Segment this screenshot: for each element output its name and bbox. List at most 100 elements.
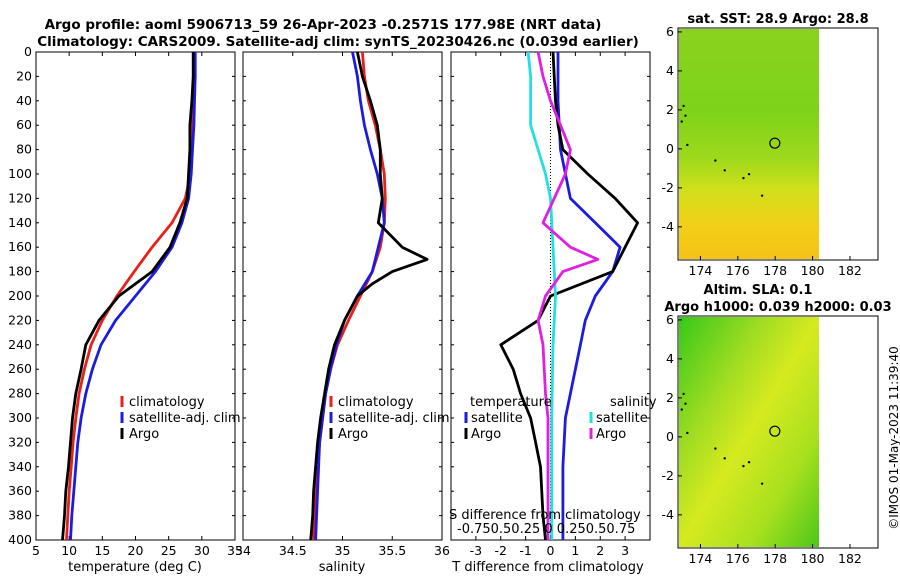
island-marker [742,176,745,180]
sst-map-title: sat. SST: 28.9 Argo: 28.8 [687,12,868,27]
map-x-tick-label: 176 [726,551,750,566]
legend-label-argo: Argo [129,427,159,442]
sla-map: 174 176 178 180 182 6 4 2 0 -2 -4 [662,312,879,566]
x-tick-label: 34 [235,543,251,558]
salinity-legend: climatology satellite-adj. clim Argo [329,395,450,442]
x-tick-label: 1 [571,543,579,558]
x-tick-label: 15 [94,543,110,558]
island-marker [682,392,685,396]
island-marker [682,104,685,108]
depth-tick-label: 340 [8,459,32,474]
series-line-temperature-satellite [556,52,622,540]
depth-tick-label: 160 [8,239,32,254]
depth-tick-label: 260 [8,361,32,376]
depth-tick-label: 360 [8,483,32,498]
island-marker [760,482,764,485]
series-line-argo [61,52,195,541]
map-y-tick-label: -2 [662,468,674,483]
series-line-salinity-satellite [526,51,557,540]
legend-label-s-argo: Argo [596,427,626,442]
island-marker [686,431,689,435]
depth-tick-label: 120 [8,190,32,205]
island-marker [714,447,717,450]
depth-tick-label: 80 [16,142,32,157]
depth-tick-label: 220 [8,312,32,327]
series-line-climatology [312,51,387,541]
map-y-tick-label: 2 [666,102,674,117]
series-line-satellite-adj-clim [69,52,197,541]
figure-title-line2: Climatology: CARS2009. Satellite-adj cli… [37,34,639,50]
legend-label-t-satellite: satellite [471,411,523,426]
island-marker [723,169,726,172]
map-y-tick-label: 2 [666,390,674,405]
s-difference-ticks: -0.750.50.25 0 0.250.50.75 [457,522,635,537]
series-line-temperature-argo [499,51,639,541]
map-x-tick-label: 182 [838,551,862,566]
island-marker [742,464,745,468]
x-tick-label: 20 [128,543,144,558]
x-tick-label: 35 [335,543,351,558]
depth-tick-label: 140 [8,215,32,230]
x-tick-label: 3 [621,543,629,558]
x-tick-label: 35 [227,543,243,558]
difference-axis-label: T difference from climatology [451,560,644,575]
island-marker [684,114,687,117]
island-marker [723,457,726,460]
x-tick-label: 34.5 [279,543,307,558]
map-y-tick-label: 6 [666,24,674,39]
salinity-panel [242,51,443,541]
depth-tick-label: 0 [24,44,32,59]
map-x-tick-label: 178 [763,551,787,566]
depth-tick-label: 320 [8,434,32,449]
depth-tick-label: 400 [8,532,32,547]
x-tick-label: 35.5 [378,543,406,558]
map-y-tick-label: -2 [662,180,674,195]
island-marker [680,408,683,411]
island-marker [714,159,717,162]
map-x-tick-label: 180 [801,263,825,278]
float-position-marker [769,425,781,437]
x-tick-label: -1 [519,543,531,558]
map-y-tick-label: 4 [666,63,674,78]
temperature-axis-label: temperature (deg C) [68,560,202,575]
depth-tick-label: 40 [16,93,32,108]
legend-label-argo: Argo [338,427,368,442]
depth-tick-label: 180 [8,264,32,279]
x-tick-label: 0 [547,543,555,558]
s-difference-note: S difference from climatology [449,508,641,523]
x-tick-label: 25 [161,543,177,558]
legend-header-temperature: temperature [470,395,552,410]
map-y-tick-label: 6 [666,312,674,327]
island-marker [747,461,751,464]
depth-tick-label: 240 [8,337,32,352]
depth-tick-label: 380 [8,508,32,523]
depth-tick-label: 20 [16,68,32,83]
x-tick-label: 10 [61,543,77,558]
map-x-tick-label: 176 [726,263,750,278]
map-x-tick-label: 174 [689,551,713,566]
depth-tick-label: 100 [8,166,32,181]
temperature-legend: climatology satellite-adj. clim Argo [120,395,241,442]
map-x-tick-label: 178 [763,263,787,278]
series-line-argo [309,51,429,541]
salinity-axis-label: salinity [319,560,366,575]
map-y-tick-label: -4 [662,219,675,234]
depth-tick-label: 200 [8,288,32,303]
map-y-tick-label: 0 [666,141,674,156]
x-tick-label: -2 [495,543,507,558]
legend-label-s-satellite: satellite [596,411,648,426]
map-y-tick-label: -4 [662,507,675,522]
sst-map: 174 176 178 180 182 6 4 2 0 -2 -4 [662,24,879,278]
legend-header-salinity: salinity [610,395,657,410]
figure-title-line1: Argo profile: aoml 5906713_59 26-Apr-202… [45,17,602,33]
float-position-marker [769,137,781,149]
sst-field [679,29,819,259]
legend-label-satellite: satellite-adj. clim [338,411,450,426]
sla-field [679,317,819,547]
island-marker [760,194,764,197]
x-tick-label: 30 [194,543,210,558]
map-x-tick-label: 174 [689,263,713,278]
sla-map-title-2: Argo h1000: 0.039 h2000: 0.03 [664,300,891,315]
legend-label-t-argo: Argo [471,427,501,442]
map-x-tick-label: 182 [838,263,862,278]
